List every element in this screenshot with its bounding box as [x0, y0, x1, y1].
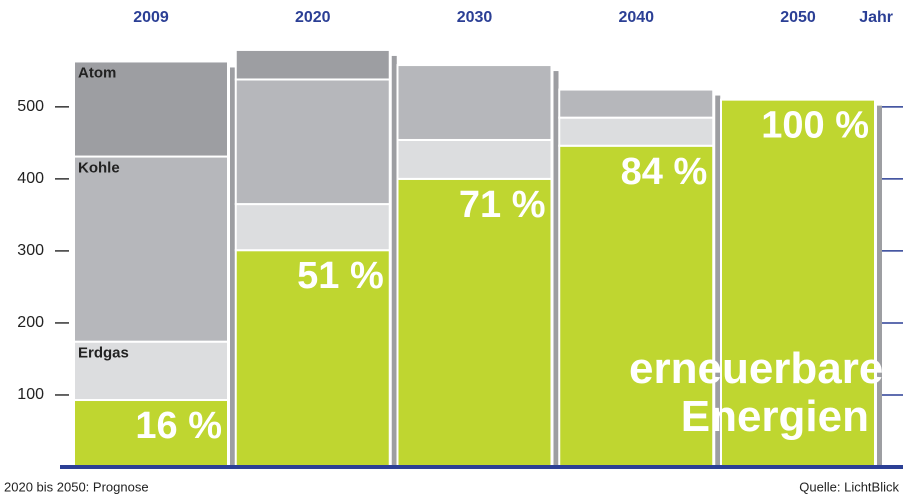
bar-segment	[558, 116, 715, 147]
x-tick-label: 2009	[133, 9, 169, 26]
bar-shadow	[391, 55, 397, 468]
series-label: erneuerbare Energien	[629, 344, 884, 441]
bar-shadow	[230, 67, 235, 468]
percent-label: 84 %	[621, 151, 708, 193]
percent-label: 51 %	[297, 255, 384, 297]
y-tick-label: 500	[17, 98, 44, 115]
bar-segment	[396, 138, 553, 180]
segment-label: Kohle	[78, 160, 120, 177]
x-tick-label: 2050	[780, 9, 816, 26]
source: Quelle: LichtBlick	[799, 479, 899, 494]
bar-segment	[234, 78, 391, 206]
y-tick-label: 400	[17, 170, 44, 187]
bar-segment	[73, 399, 229, 468]
x-tick-label: 2020	[295, 9, 331, 26]
bar-segment	[558, 88, 715, 119]
bar-segment	[73, 155, 229, 343]
bar-segment	[720, 98, 876, 468]
bar-segment	[234, 48, 391, 81]
note: 2020 bis 2050: Prognose	[4, 479, 149, 494]
bar-shadow	[715, 95, 721, 468]
bar-segment	[558, 144, 715, 468]
y-tick-label: 200	[17, 314, 44, 331]
y-tick-label: 300	[17, 242, 44, 259]
percent-label: 71 %	[459, 184, 546, 226]
segment-label: Atom	[78, 64, 116, 81]
percent-label: 16 %	[135, 405, 222, 447]
bar-segment	[234, 249, 391, 468]
bar-segment	[73, 60, 229, 158]
bar-segment	[73, 340, 229, 402]
bar-segment	[396, 177, 553, 468]
bar-segment	[234, 203, 391, 252]
segment-label: Erdgas	[78, 345, 129, 362]
y-tick-label: 100	[17, 386, 44, 403]
x-tick-label: 2030	[457, 9, 493, 26]
x-axis-label: Jahr	[859, 9, 893, 26]
bar-shadow	[553, 71, 559, 468]
bar-shadow	[877, 105, 882, 467]
x-tick-label: 2040	[618, 9, 654, 26]
percent-label: 100 %	[761, 105, 869, 147]
bar-segment	[396, 64, 553, 141]
